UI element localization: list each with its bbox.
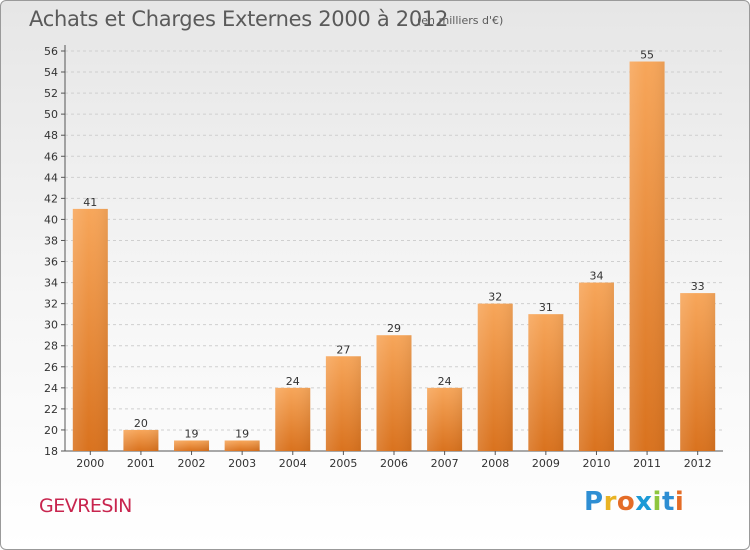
x-tick-label: 2007 bbox=[431, 457, 459, 470]
x-tick-label: 2002 bbox=[178, 457, 206, 470]
data-label: 41 bbox=[83, 196, 97, 209]
x-tick-label: 2011 bbox=[633, 457, 661, 470]
bars bbox=[72, 61, 716, 452]
y-tick-label: 28 bbox=[44, 340, 58, 353]
logo-letter: i bbox=[674, 487, 685, 517]
logo-letter: o bbox=[616, 487, 636, 517]
data-labels: 41 20 19 19 24 27 29 24 32 31 34 55 33 bbox=[83, 49, 704, 441]
y-tick-label: 46 bbox=[44, 150, 58, 163]
x-tick-label: 2006 bbox=[380, 457, 408, 470]
y-tick-label: 26 bbox=[44, 361, 58, 374]
data-label: 27 bbox=[336, 343, 350, 356]
bar-shine bbox=[275, 387, 311, 451]
y-tick-label: 52 bbox=[44, 87, 58, 100]
y-tick-label: 50 bbox=[44, 108, 58, 121]
bar-shine bbox=[325, 356, 361, 451]
y-tick-label: 42 bbox=[44, 192, 58, 205]
data-label: 33 bbox=[691, 280, 705, 293]
data-label: 31 bbox=[539, 301, 553, 314]
data-label: 19 bbox=[235, 427, 249, 440]
bar-shine bbox=[224, 440, 260, 451]
data-label: 24 bbox=[286, 375, 300, 388]
data-label: 55 bbox=[640, 49, 654, 62]
y-tick-label: 24 bbox=[44, 382, 58, 395]
logo-letter: x bbox=[635, 487, 653, 517]
bar-shine bbox=[578, 282, 614, 451]
y-tick-label: 34 bbox=[44, 277, 58, 290]
y-tick-label: 44 bbox=[44, 171, 58, 184]
y-tick-label: 22 bbox=[44, 403, 58, 416]
chart-title: Achats et Charges Externes 2000 à 2012 bbox=[29, 7, 449, 31]
bar-shine bbox=[123, 429, 159, 451]
x-tick-label: 2001 bbox=[127, 457, 155, 470]
bar-shine bbox=[72, 208, 108, 451]
y-tick-label: 56 bbox=[44, 45, 58, 58]
bar-shine bbox=[680, 293, 716, 451]
logo-letter: i bbox=[652, 487, 662, 517]
y-tick-label: 32 bbox=[44, 298, 58, 311]
y-tick-label: 48 bbox=[44, 129, 58, 142]
logo-letter: P bbox=[584, 487, 604, 517]
x-tick-label: 2005 bbox=[329, 457, 357, 470]
y-tick-label: 36 bbox=[44, 256, 58, 269]
bar-shine bbox=[477, 303, 513, 451]
data-label: 34 bbox=[589, 270, 603, 283]
x-tick-label: 2008 bbox=[481, 457, 509, 470]
data-label: 19 bbox=[185, 427, 199, 440]
x-tick-label: 2003 bbox=[228, 457, 256, 470]
data-label: 32 bbox=[488, 291, 502, 304]
y-tick-label: 54 bbox=[44, 66, 58, 79]
x-tick-label: 2000 bbox=[76, 457, 104, 470]
x-tick-label: 2012 bbox=[684, 457, 712, 470]
y-tick-label: 18 bbox=[44, 445, 58, 458]
chart-subtitle: (en milliers d'€) bbox=[417, 14, 504, 27]
data-label: 20 bbox=[134, 417, 148, 430]
y-tick-label: 40 bbox=[44, 213, 58, 226]
bar-shine bbox=[629, 61, 665, 452]
logo-letter: r bbox=[603, 487, 617, 517]
bar-shine bbox=[528, 314, 564, 451]
x-tick-label: 2009 bbox=[532, 457, 560, 470]
bar-shine bbox=[174, 440, 210, 451]
data-label: 24 bbox=[438, 375, 452, 388]
data-label: 29 bbox=[387, 322, 401, 335]
y-tick-label: 20 bbox=[44, 424, 58, 437]
logo-letter: t bbox=[661, 487, 675, 517]
bar-shine bbox=[376, 335, 412, 451]
proxiti-logo[interactable]: Proxiti bbox=[584, 487, 684, 517]
commune-name: GEVRESIN bbox=[39, 495, 132, 517]
bar-shine bbox=[427, 387, 463, 451]
x-tick-label: 2004 bbox=[279, 457, 307, 470]
x-tick-label: 2010 bbox=[582, 457, 610, 470]
y-tick-label: 38 bbox=[44, 234, 58, 247]
y-tick-label: 30 bbox=[44, 319, 58, 332]
